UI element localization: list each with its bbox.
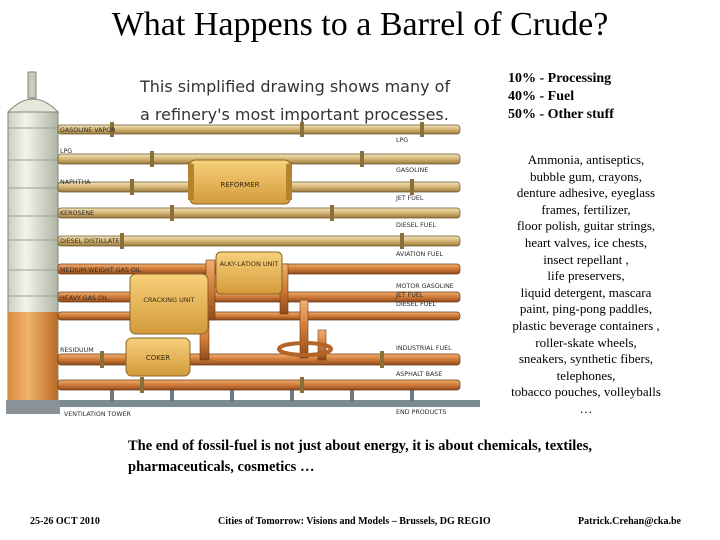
label-product-gasoline: GASOLINE <box>396 167 428 174</box>
pipe-lpg <box>57 124 461 135</box>
label-lpg-tower: LPG <box>60 148 72 155</box>
pipe-jet-diesel <box>57 311 461 321</box>
uses-line: tobacco pouches, volleyballs <box>511 384 661 400</box>
stat-other: 50% - Other stuff <box>508 107 614 122</box>
cracking-unit: CRACKING UNIT <box>129 273 209 335</box>
label-ventilation-tower: VENTILATION TOWER <box>64 411 132 418</box>
label-product-aviation-fuel: AVIATION FUEL <box>396 251 443 258</box>
uses-line: plastic beverage containers , <box>512 317 660 333</box>
label-medium-gas-oil: MEDIUM-WEIGHT GAS OIL <box>60 267 142 274</box>
pipe-diesel <box>57 235 461 247</box>
label-product-jet-fuel-2: JET FUEL <box>395 292 424 299</box>
uses-line: sneakers, synthetic fibers, <box>518 351 654 367</box>
uses-line: roller-skate wheels, <box>535 334 637 350</box>
footer-event: Cities of Tomorrow: Visions and Models –… <box>218 516 491 527</box>
drawing-caption-line1: This simplified drawing shows many of <box>139 77 450 96</box>
footer-date: 25-26 OCT 2010 <box>30 516 100 527</box>
uses-line: bubble gum, crayons, <box>530 168 642 184</box>
uses-line: telephones, <box>556 367 616 383</box>
uses-line: floor polish, guitar strings, <box>516 218 656 234</box>
label-product-diesel-fuel-2: DIESEL FUEL <box>396 301 436 308</box>
uses-line: paint, ping-pong paddles, <box>519 301 653 317</box>
uses-line: liquid detergent, mascara <box>520 284 652 300</box>
rail-supports <box>110 384 414 402</box>
uses-line: heart valves, ice chests, <box>524 234 648 250</box>
label-product-jet-fuel: JET FUEL <box>395 195 424 202</box>
product-uses-list: Ammonia, antiseptics, bubble gum, crayon… <box>498 152 674 418</box>
product-labels: LPG GASOLINE JET FUEL DIESEL FUEL AVIATI… <box>395 137 454 416</box>
pipe-industrial <box>57 353 461 366</box>
label-heavy-gas-oil: HEAVY GAS OIL <box>60 295 109 302</box>
uses-line: Ammonia, antiseptics, <box>527 152 645 167</box>
tower-labels: GASOLINE VAPOR LPG NAPHTHA KEROSENE DIES… <box>60 127 142 418</box>
uses-line: life preservers, <box>547 268 625 284</box>
label-product-asphalt-base: ASPHALT BASE <box>396 371 442 378</box>
ground-rail <box>40 400 480 407</box>
alkylation-label: ALKY-LATION UNIT <box>220 260 279 268</box>
drawing-caption-line2: a refinery's most important processes. <box>140 105 449 124</box>
alkylation-unit: ALKY-LATION UNIT <box>215 251 283 295</box>
label-residuum: RESIDUUM <box>60 347 94 354</box>
reformer-unit: REFORMER <box>188 159 292 205</box>
cracking-label: CRACKING UNIT <box>143 296 194 304</box>
label-diesel-distillate: DIESEL DISTILLATE <box>60 238 119 245</box>
reformer-label: REFORMER <box>220 181 259 189</box>
label-kerosene: KEROSENE <box>60 210 94 217</box>
label-product-lpg: LPG <box>396 137 408 144</box>
uses-line: … <box>579 400 593 416</box>
page-title: What Happens to a Barrel of Crude? <box>111 6 609 43</box>
pipe-asphalt <box>57 379 461 391</box>
pipe-flanges <box>100 122 424 393</box>
uses-line: insect repellant , <box>543 251 629 267</box>
label-product-diesel-fuel: DIESEL FUEL <box>396 222 436 229</box>
fossil-fuel-statement: The end of fossil-fuel is not just about… <box>128 438 592 475</box>
uses-line: frames, fertilizer, <box>541 201 631 217</box>
stat-processing: 10% - Processing <box>508 71 612 86</box>
stat-fuel: 40% - Fuel <box>508 89 575 104</box>
label-gasoline-vapor: GASOLINE VAPOR <box>60 127 116 134</box>
label-product-end-products: END PRODUCTS <box>396 409 446 416</box>
distillation-tower <box>6 71 60 414</box>
pipe-kerosene <box>57 207 461 219</box>
label-product-industrial-fuel: INDUSTRIAL FUEL <box>396 345 452 352</box>
label-product-motor-gasoline: MOTOR GASOLINE <box>396 283 454 290</box>
label-naphtha: NAPHTHA <box>60 179 91 186</box>
coker-unit: COKER <box>125 337 191 377</box>
uses-line: denture adhesive, eyeglass <box>516 185 656 201</box>
footer-email: Patrick.Crehan@cka.be <box>578 516 681 527</box>
coker-label: COKER <box>146 354 170 362</box>
percentage-breakdown: 10% - Processing 40% - Fuel 50% - Other … <box>508 70 614 124</box>
